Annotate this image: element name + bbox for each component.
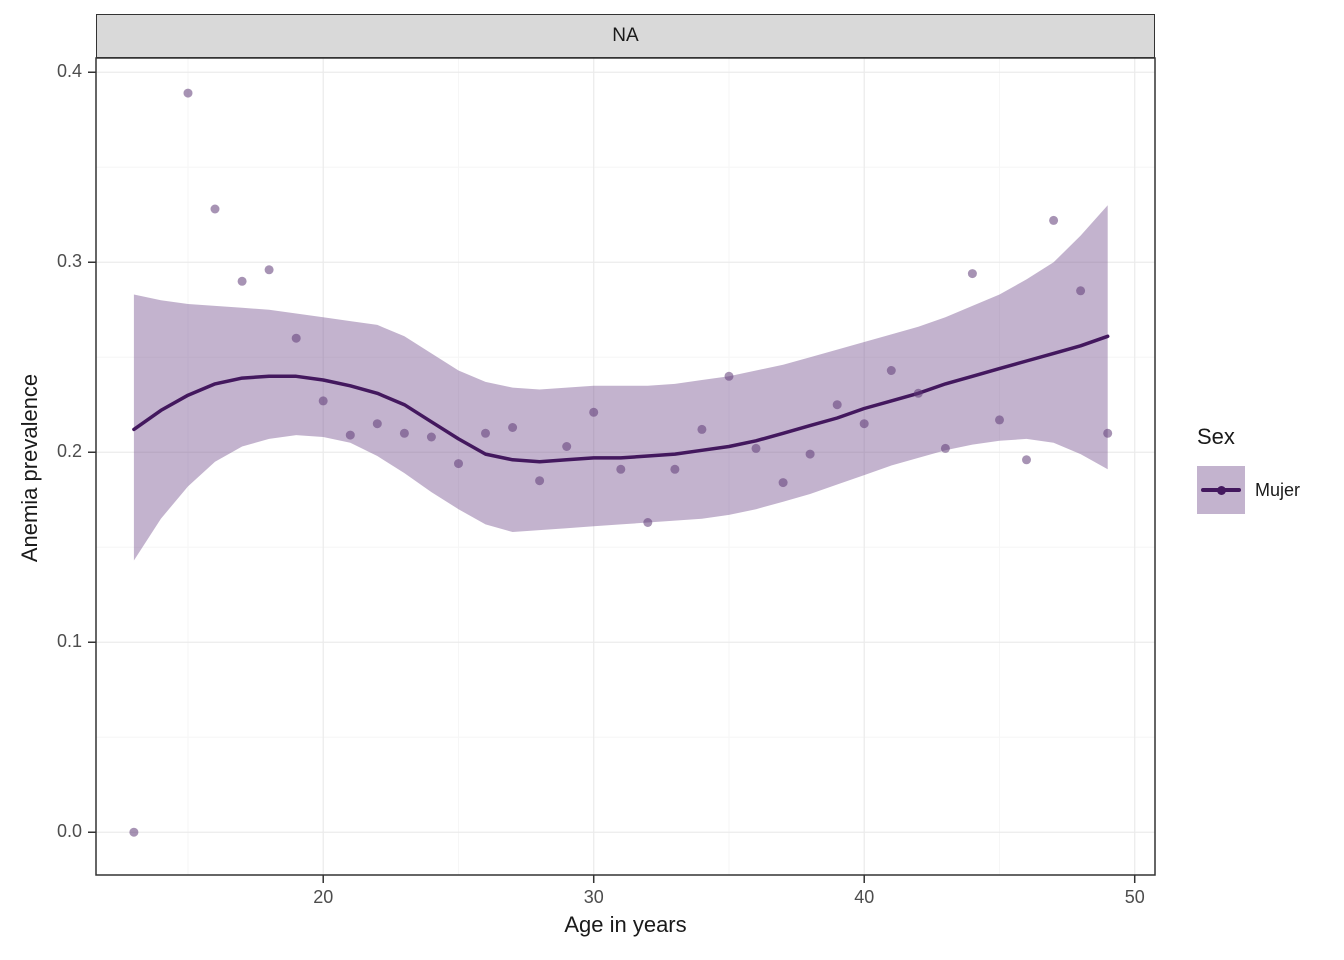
data-point [1049,215,1059,225]
data-point [778,478,788,488]
data-point [210,204,220,214]
data-point [670,464,680,474]
data-point [508,423,518,432]
data-point [995,415,1004,425]
data-point [886,366,896,375]
data-point [237,276,247,286]
data-point [481,428,490,438]
data-point [372,419,382,429]
confidence-ribbon [133,205,1108,561]
data-point [562,442,572,451]
data-point [345,430,355,440]
data-point [1076,286,1086,296]
legend-entry-label: Mujer [1255,479,1301,500]
x-axis-title: Age in years [564,912,687,937]
data-point [1022,455,1031,465]
data-point [913,388,923,398]
y-axis-title: Anemia prevalence [17,373,42,563]
y-axis-tick-label: 0.1 [57,631,82,651]
data-point [399,428,409,438]
data-point [724,371,734,381]
data-point [805,449,815,459]
legend-key-swatch [1197,466,1245,514]
y-axis-tick-label: 0.0 [57,821,82,841]
data-point [589,407,599,417]
legend: Sex Mujer [1197,424,1337,514]
data-point [751,443,761,453]
legend-key-point [1216,485,1226,495]
data-point [616,464,626,474]
data-point [859,419,869,429]
data-point [291,333,301,343]
x-axis-tick-label: 50 [1125,887,1145,907]
data-point [264,265,274,275]
y-axis-tick-label: 0.3 [57,251,82,271]
y-axis-tick-label: 0.2 [57,441,82,461]
facet-strip: NA [96,14,1155,58]
panel-background [96,58,1155,875]
data-point [454,459,463,469]
x-axis-tick-label: 30 [584,887,604,907]
y-axis-tick-label: 0.4 [57,61,82,81]
data-point [832,400,842,410]
trend-line [132,334,1110,464]
facet-label: NA [612,25,639,46]
x-axis-tick-label: 40 [854,887,874,907]
data-point [318,396,328,406]
data-point [940,443,950,453]
data-point [183,88,193,98]
panel-border [95,57,1156,876]
data-point [129,827,139,837]
data-point [535,476,545,486]
data-point [426,432,436,442]
data-point [697,424,707,434]
data-point [643,518,653,527]
data-point [967,269,977,279]
legend-entry: Mujer [1197,466,1337,514]
legend-title: Sex [1197,424,1235,449]
x-axis-tick-label: 20 [313,887,333,907]
data-point [1103,428,1113,438]
